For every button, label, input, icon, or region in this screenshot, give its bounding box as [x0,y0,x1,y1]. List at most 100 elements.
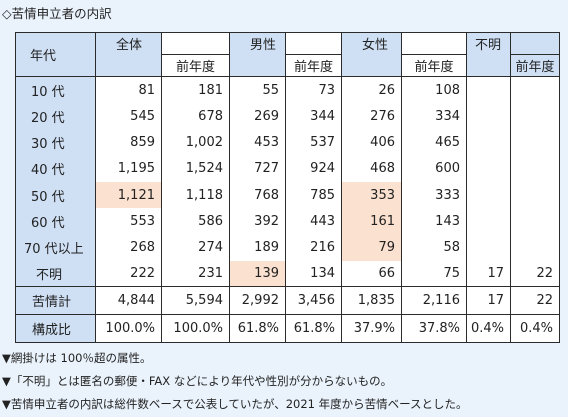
cell-total: 81 [95,76,162,104]
cell-male: 269 [229,103,286,130]
header-total-spacer [161,31,230,56]
cell-unknown-prev [510,129,560,156]
header-male-cont [229,54,286,78]
cell-female: 468 [341,155,402,182]
cell-unknown [466,155,511,182]
cell-unknown-prev: 22 [510,286,560,315]
row-label: 50 代 [15,181,96,209]
cell-total: 553 [95,208,162,235]
cell-male-prev: 134 [285,260,342,288]
cell-unknown-prev [510,155,560,182]
cell-female-prev: 108 [401,76,467,104]
cell-total-prev: 1,118 [161,181,230,209]
cell-female-highlighted: 353 [341,181,402,209]
cell-male-highlighted: 139 [229,260,286,288]
cell-unknown [466,103,511,130]
table-row: 50 代 1,121 1,118 768 785 353 333 [15,181,560,209]
header-total-cont [95,54,162,78]
header-unknown-prev: 前年度 [510,54,560,78]
cell-total-prev: 586 [161,208,230,235]
complainant-breakdown-table: 年代 全体 男性 女性 不明 前年度 前年度 前年度 前年度 10 代 81 1… [15,31,560,344]
header-female-prev: 前年度 [401,54,467,78]
header-unknown: 不明 [466,31,511,55]
cell-male-prev: 73 [285,76,342,104]
cell-unknown-prev [510,234,560,261]
row-label: 10 代 [15,76,96,104]
cell-total-prev: 181 [161,76,230,104]
row-label: 苦情計 [15,286,96,315]
cell-total-prev: 100.0% [161,313,230,344]
cell-total: 4,844 [95,286,162,315]
cell-male-prev: 924 [285,155,342,182]
cell-male: 55 [229,76,286,104]
cell-total: 100.0% [95,313,162,344]
header-unknown-spacer [510,31,560,56]
cell-male-prev: 61.8% [285,313,342,344]
cell-male: 2,992 [229,286,286,315]
row-label: 60 代 [15,208,96,235]
table-row: 40 代 1,195 1,524 727 924 468 600 [15,155,560,182]
footnote: ▼網掛けは 100％超の属性。 [2,351,152,365]
cell-unknown-prev [510,76,560,104]
cell-female-prev: 37.8% [401,313,467,344]
cell-male-prev: 3,456 [285,286,342,315]
header-unknown-cont [466,54,511,78]
cell-total: 859 [95,129,162,156]
cell-male: 727 [229,155,286,182]
ratio-row: 構成比 100.0% 100.0% 61.8% 61.8% 37.9% 37.8… [15,313,560,344]
cell-total: 268 [95,234,162,261]
cell-unknown [466,181,511,209]
cell-unknown: 17 [466,286,511,315]
cell-female-highlighted: 161 [341,208,402,235]
cell-total-highlighted: 1,121 [95,181,162,209]
cell-male: 768 [229,181,286,209]
cell-unknown-prev [510,208,560,235]
header-total-prev: 前年度 [161,54,230,78]
table-row: 60 代 553 586 392 443 161 143 [15,208,560,235]
footnote: ▼苦情申立者の内訳は総件数ベースで公表していたが、2021 年度から苦情ベースと… [2,397,468,411]
cell-female: 66 [341,260,402,288]
cell-male: 61.8% [229,313,286,344]
table-row: 30 代 859 1,002 453 537 406 465 [15,129,560,156]
header-age: 年代 [15,31,96,78]
table-row: 10 代 81 181 55 73 26 108 [15,76,560,104]
row-label: 不明 [15,260,96,288]
cell-female-prev: 334 [401,103,467,130]
header-female-spacer [401,31,467,56]
cell-total-prev: 274 [161,234,230,261]
header-female: 女性 [341,31,402,55]
table-title: ◇苦情申立者の内訳 [2,6,112,21]
cell-female: 37.9% [341,313,402,344]
cell-male: 189 [229,234,286,261]
cell-total-prev: 1,524 [161,155,230,182]
cell-unknown [466,234,511,261]
table-row: 70 代以上 268 274 189 216 79 58 [15,234,560,261]
cell-female: 26 [341,76,402,104]
cell-unknown-prev: 22 [510,260,560,288]
cell-total-prev: 5,594 [161,286,230,315]
header-female-cont [341,54,402,78]
cell-female: 1,835 [341,286,402,315]
cell-male: 453 [229,129,286,156]
cell-male-prev: 216 [285,234,342,261]
cell-male-prev: 537 [285,129,342,156]
row-label: 構成比 [15,313,96,344]
row-label: 40 代 [15,155,96,182]
cell-female-prev: 2,116 [401,286,467,315]
cell-total-prev: 678 [161,103,230,130]
table-row: 20 代 545 678 269 344 276 334 [15,103,560,130]
row-label: 70 代以上 [15,234,96,261]
cell-male-prev: 344 [285,103,342,130]
cell-female: 406 [341,129,402,156]
cell-unknown-prev [510,181,560,209]
cell-unknown-prev [510,103,560,130]
cell-female-prev: 58 [401,234,467,261]
cell-total: 1,195 [95,155,162,182]
cell-female-highlighted: 79 [341,234,402,261]
total-row: 苦情計 4,844 5,594 2,992 3,456 1,835 2,116 … [15,286,560,315]
table-row: 不明 222 231 139 134 66 75 17 22 [15,260,560,288]
header-male: 男性 [229,31,286,55]
cell-male-prev: 443 [285,208,342,235]
cell-unknown: 0.4% [466,313,511,344]
footnotes: ▼網掛けは 100％超の属性。 ▼「不明」とは匿名の郵便・FAX などにより年代… [2,347,468,416]
